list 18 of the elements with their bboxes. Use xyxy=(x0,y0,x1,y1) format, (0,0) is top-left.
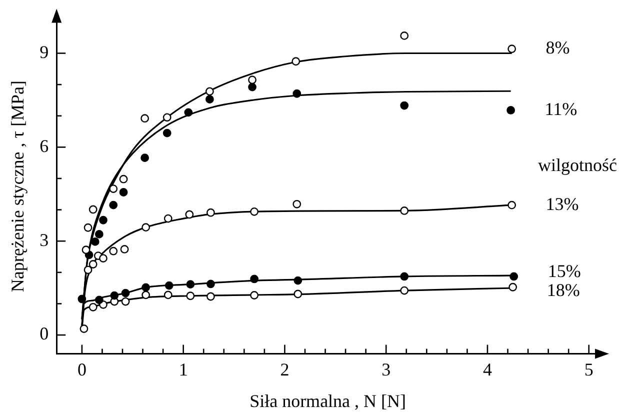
x-axis-title: Siła normalna , N [N] xyxy=(250,390,406,411)
y-tick-label: 9 xyxy=(40,42,49,62)
y-axis-title: Naprężenie styczne , τ [MPa] xyxy=(8,80,28,292)
y-tick-label: 6 xyxy=(40,136,49,156)
x-tick-label: 4 xyxy=(482,359,492,380)
series-label: 11% xyxy=(544,98,578,119)
x-tick-label: 1 xyxy=(178,359,188,380)
x-tick-label: 3 xyxy=(382,359,391,380)
x-tick-label: 0 xyxy=(77,359,86,380)
x-tick-label: 5 xyxy=(584,359,594,380)
series-label: 15% xyxy=(548,261,581,282)
y-tick-label: 3 xyxy=(40,230,49,250)
y-tick-label: 0 xyxy=(40,324,49,344)
series-label: 13% xyxy=(546,194,579,214)
annotation: wilgotność xyxy=(538,154,618,175)
series-label: 18% xyxy=(546,280,580,300)
series-label: 8% xyxy=(546,38,570,58)
x-tick-label: 2 xyxy=(280,359,290,380)
